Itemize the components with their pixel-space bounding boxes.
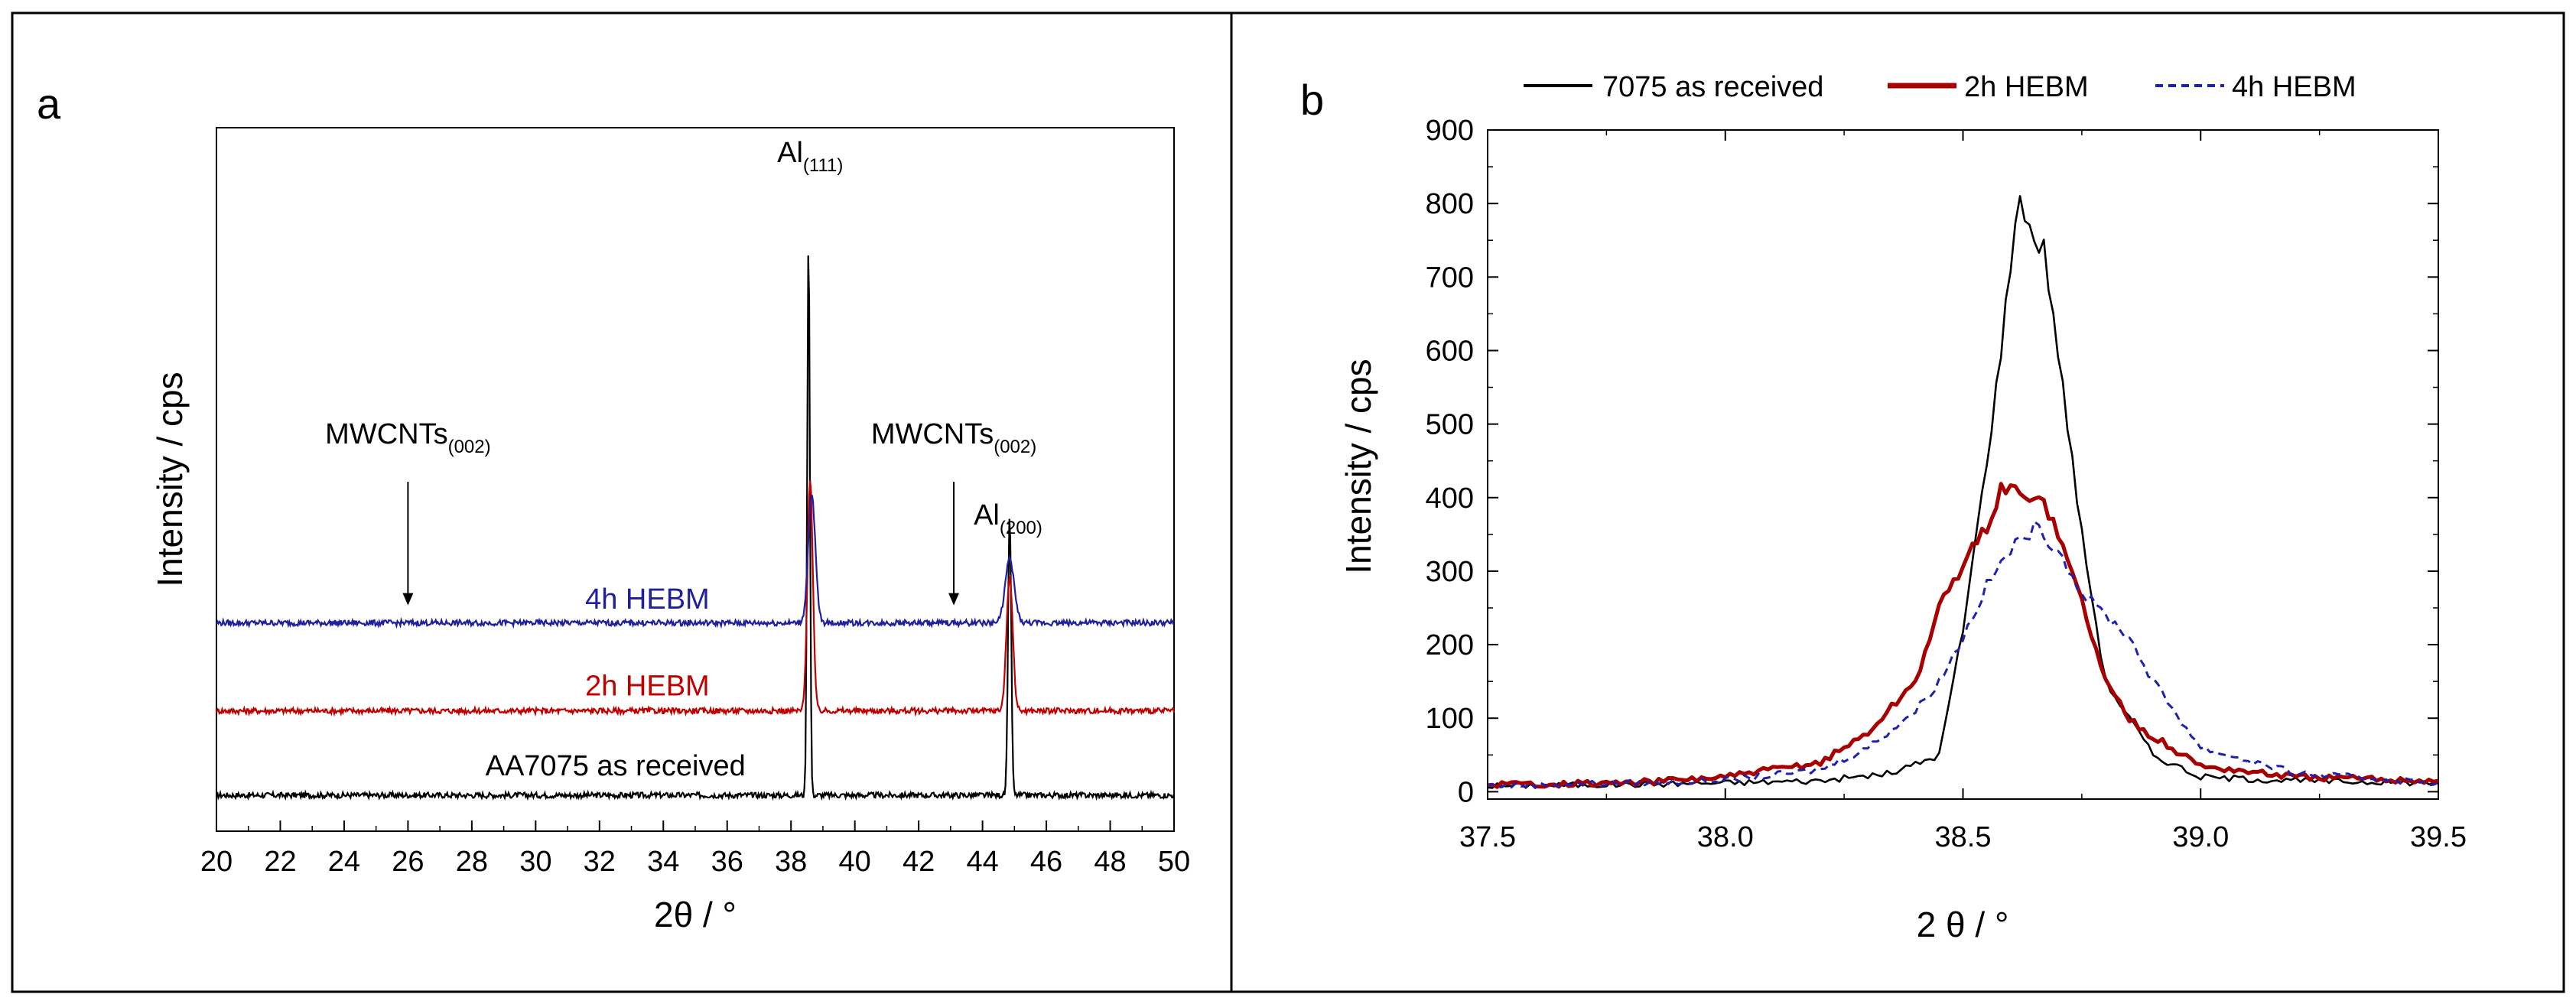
series-line-2h-hebm: [1487, 482, 2439, 789]
x-tick-label: 36: [711, 846, 743, 878]
y-tick-label: 800: [1426, 188, 1474, 220]
panel-a-series: [215, 255, 1176, 801]
series-label: AA7075 as received: [486, 750, 746, 782]
y-tick-label: 0: [1458, 776, 1474, 808]
x-tick-label: 20: [200, 846, 233, 878]
series-label: 2h HEBM: [585, 670, 710, 702]
panel-b-label: b: [1300, 76, 1324, 124]
annotation-sub: (002): [994, 437, 1036, 457]
panel-a-x-ticks: [216, 820, 1175, 831]
annotation-al200: Al(200): [974, 499, 1042, 538]
x-tick-label: 50: [1158, 846, 1190, 878]
annotation-sub: (200): [1000, 518, 1042, 538]
panel-a-x-label: 2θ / °: [654, 895, 737, 934]
panel-b-tick-labels: 37.5 38.0 38.5 39.0 39.5 0 100 200 300 400 500 600 7…: [1426, 115, 2467, 853]
x-tick-label: 38.0: [1697, 821, 1754, 853]
panel-a-label: a: [37, 80, 61, 128]
panel-a-x-tick-labels: 20 22 24 26 28 30 32 34 36 38 40 42 44 46 48 50: [200, 846, 1190, 878]
y-tick-label: 700: [1426, 262, 1474, 294]
legend-label-2h: 2h HEBM: [1964, 71, 2089, 103]
annotation-mwcnt2: MWCNTs(002): [871, 418, 1036, 457]
x-tick-label: 24: [328, 846, 360, 878]
x-tick-label: 38.5: [1935, 821, 1992, 853]
series-line-7075-as-received: [1487, 195, 2439, 789]
annotation-main: MWCNTs: [871, 418, 994, 450]
y-tick-label: 200: [1426, 629, 1474, 661]
panel-b-series: [1487, 195, 2439, 789]
series-line-2: [216, 495, 1175, 629]
y-tick-label: 400: [1426, 483, 1474, 515]
legend-label-4h: 4h HEBM: [2232, 71, 2356, 103]
series-line-4h-hebm: [1487, 520, 2439, 789]
annotation-arrowhead: [402, 593, 414, 606]
x-tick-label: 34: [647, 846, 679, 878]
x-tick-label: 40: [839, 846, 871, 878]
annotation-sub: (002): [448, 437, 491, 457]
legend-label-7075: 7075 as received: [1602, 71, 1823, 103]
y-tick-label: 600: [1426, 335, 1474, 367]
panel-a: a 20 22 24 26 28 30 32 34 36 38 40 42 44 46 48 50 Al(11…: [37, 80, 1190, 934]
x-tick-label: 28: [456, 846, 488, 878]
series-line-1: [215, 480, 1176, 717]
annotation-main: MWCNTs: [325, 418, 447, 450]
annotation-sub: (111): [803, 155, 843, 176]
panel-b-x-label: 2 θ / °: [1917, 905, 2009, 944]
annotation-arrowhead: [948, 593, 960, 606]
x-tick-label: 38: [775, 846, 807, 878]
panel-b: b 37.5 38.0 38.5 39.0 39.5 0 100 200 300 400 500 60…: [1300, 71, 2467, 944]
series-label: 4h HEBM: [585, 583, 710, 616]
x-tick-label: 39.0: [2172, 821, 2229, 853]
x-tick-label: 44: [966, 846, 998, 878]
annotation-al111: Al(111): [777, 137, 843, 176]
panel-b-legend: 7075 as received 2h HEBM 4h HEBM: [1524, 71, 2356, 103]
annotation-mwcnt1: MWCNTs(002): [325, 418, 490, 457]
x-tick-label: 32: [584, 846, 616, 878]
annotation-main: Al: [974, 499, 1000, 531]
annotation-main: Al: [777, 137, 803, 169]
x-tick-label: 26: [392, 846, 424, 878]
panel-a-annotations: Al(111)Al(200)MWCNTs(002) MWCNTs(002): [325, 137, 1042, 606]
x-tick-label: 37.5: [1459, 821, 1516, 853]
panel-a-series-labels: 4h HEBM 2h HEBM AA7075 as received: [486, 583, 746, 782]
x-tick-label: 46: [1030, 846, 1062, 878]
y-tick-label: 300: [1426, 556, 1474, 588]
figure-border: [11, 11, 2565, 993]
series-line-0: [216, 255, 1176, 801]
x-tick-label: 22: [264, 846, 296, 878]
y-tick-label: 100: [1426, 703, 1474, 735]
x-tick-label: 39.5: [2410, 821, 2467, 853]
x-tick-label: 48: [1094, 846, 1126, 878]
panel-b-y-label: Intensity / cps: [1338, 359, 1378, 573]
panel-a-y-label: Intensity / cps: [150, 372, 190, 586]
x-tick-label: 30: [519, 846, 551, 878]
y-tick-label: 900: [1426, 115, 1474, 147]
x-tick-label: 42: [903, 846, 935, 878]
y-tick-label: 500: [1426, 409, 1474, 441]
panel-b-ticks: [1487, 129, 2439, 799]
